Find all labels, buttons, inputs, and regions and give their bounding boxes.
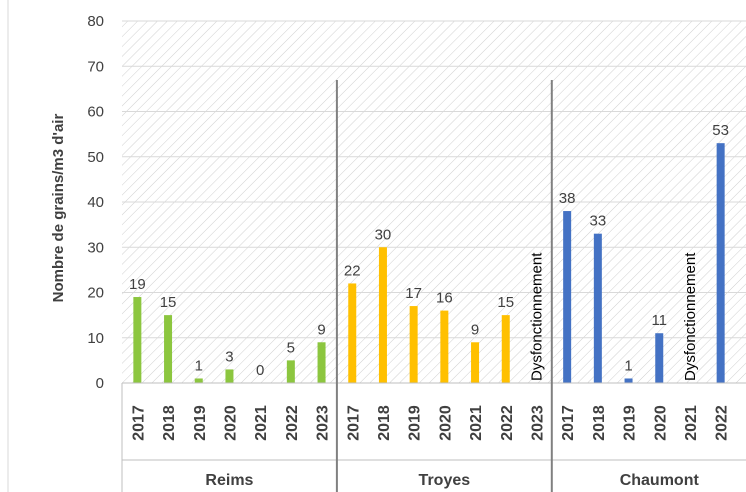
y-tick-label: 10: [87, 330, 104, 347]
y-tick-label: 60: [87, 104, 104, 121]
data-label: 1: [624, 357, 632, 374]
x-tick-label: 2018: [161, 405, 178, 441]
data-label: 0: [256, 362, 264, 379]
y-tick-label: 80: [87, 13, 104, 30]
y-tick-label: 0: [96, 375, 104, 392]
group-label: Chaumont: [620, 472, 700, 489]
bar: [716, 143, 725, 383]
x-tick-label: 2023: [315, 405, 332, 441]
data-label: 3: [225, 348, 233, 365]
data-label: 1: [195, 357, 203, 374]
y-axis-label: Nombre de grains/m3 d'air: [50, 114, 67, 303]
y-tick-label: 50: [87, 149, 104, 166]
x-tick-label: 2019: [622, 405, 639, 441]
data-label: 9: [317, 321, 325, 338]
data-label: 53: [712, 122, 729, 139]
bar: [194, 378, 203, 383]
y-tick-label: 30: [87, 239, 104, 256]
bar: [225, 369, 234, 383]
malfunction-note: Dysfonctionnement: [682, 252, 699, 381]
x-tick-label: 2020: [652, 405, 669, 441]
x-tick-label: 2021: [468, 405, 485, 441]
x-tick-label: 2021: [253, 405, 270, 441]
bar: [655, 333, 664, 383]
y-tick-label: 20: [87, 285, 104, 302]
x-tick-label: 2022: [499, 405, 516, 441]
x-tick-label: 2023: [529, 405, 546, 441]
data-label: 11: [651, 312, 667, 329]
x-tick-label: 2020: [222, 405, 239, 441]
x-tick-label: 2017: [345, 405, 362, 441]
x-tick-label: 2018: [591, 405, 608, 441]
x-tick-label: 2017: [130, 405, 147, 441]
bar: [624, 378, 633, 383]
data-label: 9: [471, 321, 479, 338]
x-tick-label: 2017: [560, 405, 577, 441]
y-axis-ticks: 0 10 20 30 40 50 60 70 80: [87, 13, 104, 392]
bars: [133, 143, 725, 383]
bar: [563, 211, 572, 383]
data-label: 17: [405, 285, 422, 302]
data-label: 22: [344, 262, 361, 279]
data-label: 19: [129, 276, 146, 293]
bar: [471, 342, 480, 383]
data-label: 16: [436, 290, 453, 307]
y-tick-label: 40: [87, 194, 104, 211]
bar: [409, 306, 418, 383]
y-tick-label: 70: [87, 58, 104, 75]
bar: [164, 315, 173, 383]
x-tick-label: 2019: [192, 405, 209, 441]
bar: [378, 247, 387, 383]
data-label: 30: [375, 226, 392, 243]
x-tick-label: 2021: [683, 405, 700, 441]
bar: [501, 315, 510, 383]
group-label: Reims: [205, 472, 253, 489]
bar: [593, 233, 602, 383]
x-tick-label: 2018: [376, 405, 393, 441]
malfunction-note: Dysfonctionnement: [528, 252, 545, 381]
x-tick-label: 2022: [714, 405, 731, 441]
bar: [133, 297, 142, 383]
data-label: 5: [287, 339, 295, 356]
bar: [440, 310, 449, 383]
data-label: 33: [590, 213, 607, 230]
bar: [348, 283, 357, 383]
x-tick-label: 2020: [437, 405, 454, 441]
bar: [317, 342, 326, 383]
data-label: 15: [160, 294, 177, 311]
data-label: 15: [497, 294, 514, 311]
x-axis: 2017 2018 2019 2020 2021 2022 2023 Reims 2017 201…: [121, 80, 746, 492]
group-label: Troyes: [419, 472, 471, 489]
data-label: 38: [559, 190, 576, 207]
x-tick-label: 2019: [407, 405, 424, 441]
x-tick-label: 2022: [284, 405, 301, 441]
x-tick-label: 2023: [744, 405, 746, 441]
bar: [286, 360, 295, 383]
